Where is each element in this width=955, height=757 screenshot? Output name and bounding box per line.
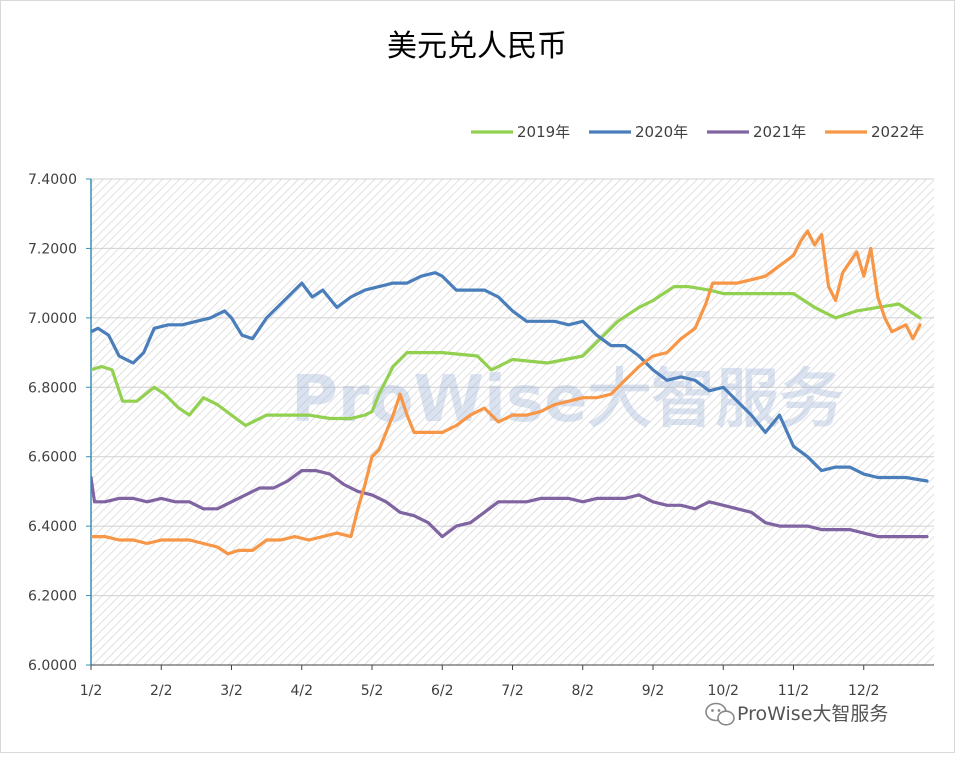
chart-legend: 2019年 2020年 2021年 2022年 — [471, 123, 924, 141]
x-tick-label: 6/2 — [431, 683, 454, 699]
y-tick-label: 7.4000 — [28, 172, 77, 188]
series-line-3 — [91, 469, 929, 539]
y-tick-label: 7.2000 — [28, 241, 77, 257]
x-tick-label: 1/2 — [80, 683, 103, 699]
legend-label: 2020年 — [635, 123, 688, 141]
chart-title: 美元兑人民币 — [387, 29, 567, 64]
legend-label: 2021年 — [753, 123, 806, 141]
y-tick-label: 6.4000 — [28, 519, 77, 535]
x-tick-label: 4/2 — [290, 683, 313, 699]
y-tick-label: 6.2000 — [28, 589, 77, 605]
y-tick-label: 6.8000 — [28, 380, 77, 396]
y-tick-label: 7.0000 — [28, 311, 77, 327]
y-tick-label: 6.6000 — [28, 450, 77, 466]
x-tick-label: 12/2 — [848, 683, 879, 699]
x-tick-label: 3/2 — [220, 683, 243, 699]
x-axis: 1/2 2/2 3/2 4/2 5/2 6/2 7/2 8/2 9/2 10/2 11/2 12/2 — [80, 664, 934, 699]
y-tick-label: 6.0000 — [28, 658, 77, 674]
x-tick-label: 10/2 — [708, 683, 739, 699]
wechat-icon — [705, 702, 735, 726]
legend-label: 2019年 — [517, 123, 570, 141]
x-tick-label: 5/2 — [361, 683, 384, 699]
series-line-1 — [91, 285, 922, 428]
x-tick-label: 9/2 — [642, 683, 665, 699]
brand-label: ProWise大智服务 — [737, 703, 888, 725]
x-tick-label: 8/2 — [571, 683, 594, 699]
x-tick-label: 7/2 — [501, 683, 524, 699]
plot-area — [91, 179, 934, 665]
legend-label: 2022年 — [871, 123, 924, 141]
series-line-2 — [91, 271, 929, 483]
x-tick-label: 2/2 — [150, 683, 173, 699]
brand-badge: ProWise大智服务 — [705, 702, 888, 726]
series-line-4 — [91, 229, 922, 556]
x-tick-label: 11/2 — [778, 683, 809, 699]
series-group — [91, 229, 929, 556]
y-axis: 6.0000 6.2000 6.4000 6.6000 6.8000 7.0000 7.20… — [28, 172, 92, 674]
